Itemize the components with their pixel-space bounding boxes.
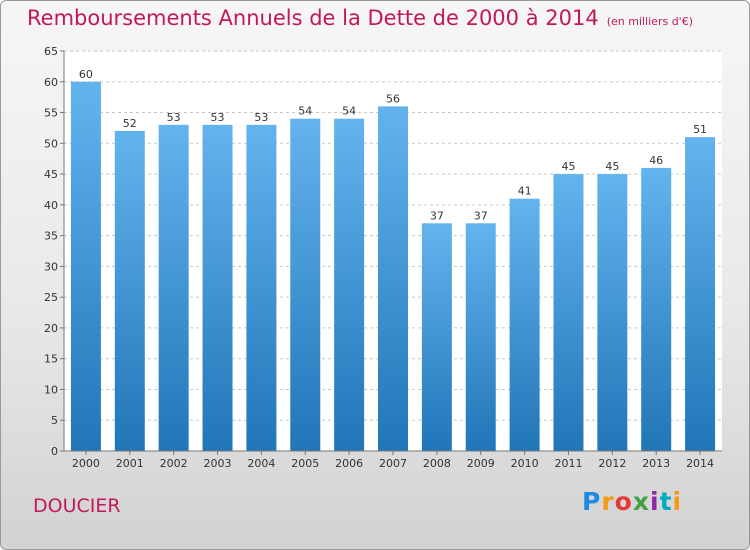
y-tick-label: 65 [44, 45, 58, 58]
x-tick-label: 2012 [598, 457, 626, 470]
y-tick-label: 45 [44, 168, 58, 181]
bar-value-label: 53 [211, 111, 225, 124]
bar-value-label: 54 [342, 105, 356, 118]
bar [378, 106, 408, 451]
bar-value-label: 45 [605, 160, 619, 173]
bar-value-label: 56 [386, 92, 400, 105]
bar [597, 174, 628, 452]
bar-value-label: 51 [693, 123, 707, 136]
bar [334, 118, 365, 451]
y-tick-label: 40 [44, 199, 58, 212]
bar [553, 174, 584, 452]
y-tick-label: 60 [44, 76, 58, 89]
x-tick-label: 2013 [642, 457, 670, 470]
bar-value-label: 46 [649, 154, 663, 167]
bar-value-label: 52 [123, 117, 137, 130]
bar [465, 223, 496, 451]
y-tick-label: 20 [44, 322, 58, 335]
x-tick-label: 2004 [247, 457, 275, 470]
x-tick-label: 2007 [379, 457, 407, 470]
proxiti-logo: Proxiti [582, 487, 682, 516]
chart-title-text: Remboursements Annuels de la Dette de 20… [27, 6, 599, 30]
x-tick-label: 2000 [72, 457, 100, 470]
y-tick-label: 35 [44, 230, 58, 243]
x-tick-label: 2001 [116, 457, 144, 470]
logo-letter: t [659, 487, 673, 516]
chart-title: Remboursements Annuels de la Dette de 20… [27, 6, 693, 30]
bar [421, 223, 452, 451]
bar-value-label: 37 [474, 209, 488, 222]
y-tick-label: 0 [51, 445, 58, 458]
bar [158, 124, 189, 451]
logo-letter: o [614, 487, 633, 516]
x-tick-label: 2014 [686, 457, 714, 470]
y-tick-label: 15 [44, 353, 58, 366]
y-tick-label: 25 [44, 291, 58, 304]
logo-letter: P [582, 487, 602, 516]
x-tick-label: 2002 [160, 457, 188, 470]
plot-area: 0 5 10 15 20 25 30 35 40 45 50 55 60 65 60 2000 52 2001 53… [44, 45, 722, 470]
bar [246, 124, 277, 451]
bar-value-label: 53 [254, 111, 268, 124]
bar-value-label: 60 [79, 68, 93, 81]
x-tick-label: 2006 [335, 457, 363, 470]
logo-letter: x [632, 487, 650, 516]
bar [509, 198, 540, 451]
logo-letter: r [601, 487, 615, 516]
chart-unit: (en milliers d'€) [606, 15, 693, 28]
bar-value-label: 53 [167, 111, 181, 124]
bar [202, 124, 233, 451]
x-tick-label: 2003 [204, 457, 232, 470]
bar-value-label: 54 [298, 105, 312, 118]
bar [114, 131, 145, 451]
logo-letter: i [672, 487, 683, 516]
bar-value-label: 37 [430, 209, 444, 222]
y-tick-label: 30 [44, 260, 58, 273]
bar [685, 137, 716, 451]
y-tick-label: 10 [44, 383, 58, 396]
bar [70, 81, 101, 452]
x-tick-label: 2005 [291, 457, 319, 470]
y-tick-label: 50 [44, 137, 58, 150]
bar-value-label: 45 [561, 160, 575, 173]
bar [641, 167, 672, 451]
bar-value-label: 41 [518, 185, 532, 198]
x-tick-label: 2008 [423, 457, 451, 470]
logo-letter: i [650, 487, 660, 516]
x-tick-label: 2011 [554, 457, 582, 470]
y-tick-label: 55 [44, 107, 58, 120]
commune-name: DOUCIER [33, 495, 121, 517]
bar [290, 118, 321, 451]
x-tick-label: 2010 [511, 457, 539, 470]
y-tick-label: 5 [51, 414, 58, 427]
x-tick-label: 2009 [467, 457, 495, 470]
